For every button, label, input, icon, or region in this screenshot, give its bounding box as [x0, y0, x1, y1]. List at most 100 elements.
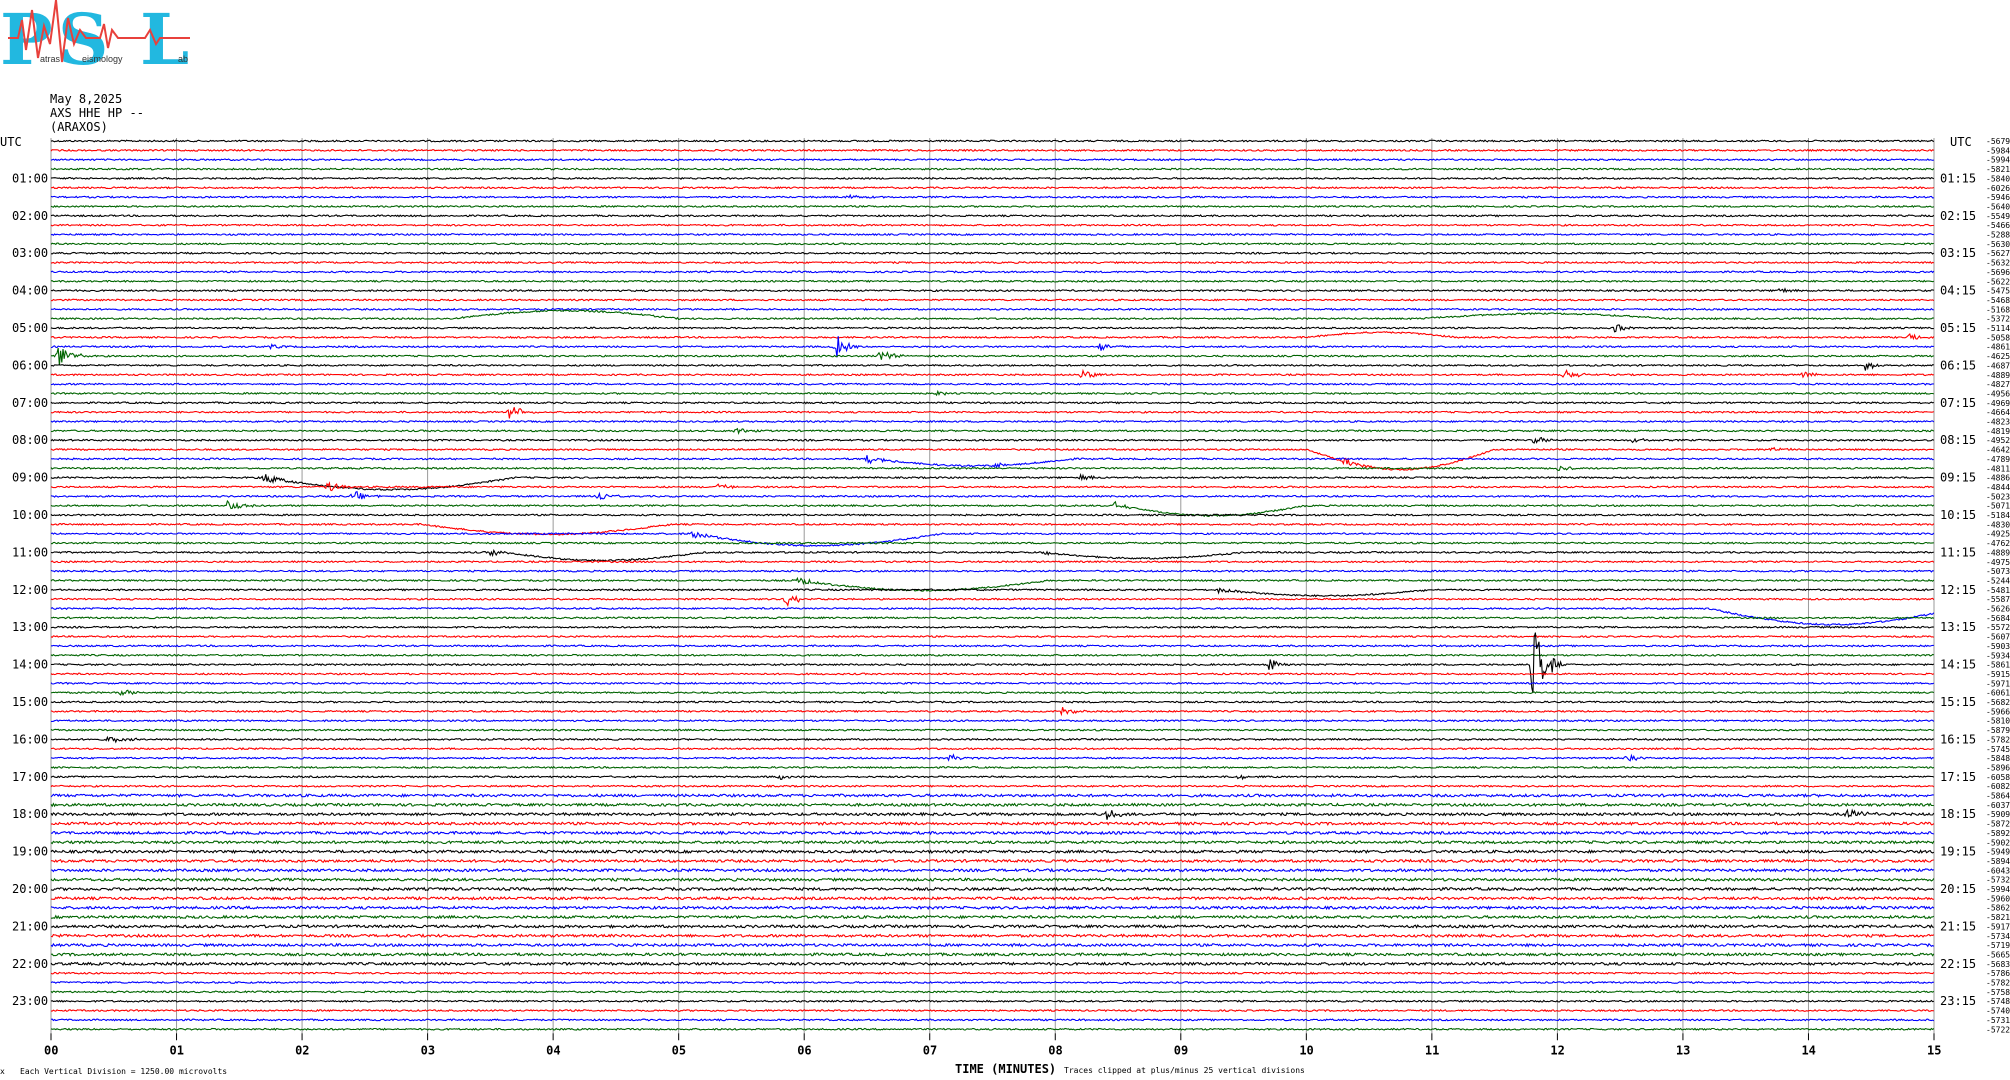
offset-label: -5994: [1986, 156, 2010, 165]
trace-62: [50, 719, 1935, 723]
trace-0: [50, 139, 1935, 143]
right-hour-label: 07:15: [1940, 396, 1976, 410]
offset-label: -5168: [1986, 305, 2010, 314]
trace-35: [50, 465, 1935, 471]
trace-83: [51, 914, 1935, 920]
offset-label: -5372: [1986, 315, 2010, 324]
right-utc-title: UTC: [1950, 135, 1972, 149]
logo-wave-icon: [8, 0, 190, 63]
left-hour-label: 18:00: [12, 807, 48, 821]
offset-label: -6061: [1986, 689, 2010, 698]
left-hour-label: 05:00: [12, 321, 48, 335]
trace-38: [50, 490, 1935, 501]
trace-plot: 01:00 02:00 03:00 04:00 05:00 06:00 07:00 08:00…: [12, 137, 2010, 1057]
trace-92: [50, 999, 1934, 1003]
offset-label: -4844: [1986, 483, 2010, 492]
trace-64: [50, 735, 1934, 744]
offset-label: -5915: [1986, 670, 2010, 679]
offset-label: -5734: [1986, 932, 2010, 941]
logo-letter-s: S: [58, 0, 109, 81]
offset-label: -5683: [1986, 960, 2010, 969]
right-hour-label: 19:15: [1940, 845, 1976, 859]
trace-21: [50, 330, 1935, 341]
trace-40: [50, 513, 1934, 517]
trace-65: [50, 747, 1934, 751]
right-hour-label: 22:15: [1940, 957, 1976, 971]
offset-label: -5971: [1986, 679, 2010, 688]
logo-word-ab: ab: [178, 54, 188, 64]
left-hour-label: 04:00: [12, 284, 48, 298]
offset-label: -4861: [1986, 343, 2010, 352]
right-hour-label: 14:15: [1940, 658, 1976, 672]
offset-label: -5665: [1986, 950, 2010, 959]
scale-note: Each Vertical Division = 1250.00 microvo…: [20, 1067, 227, 1076]
trace-51: [50, 616, 1935, 620]
offset-label: -4952: [1986, 436, 2010, 445]
trace-82: [50, 905, 1935, 911]
offset-label: -4823: [1986, 418, 2010, 427]
offset-label: -5587: [1986, 595, 2010, 604]
trace-84: [50, 923, 1934, 929]
trace-18: [50, 307, 1934, 311]
trace-31: [50, 427, 1935, 435]
trace-20: [50, 324, 1934, 333]
offset-label: -4664: [1986, 408, 2010, 417]
x-tick-label: 12: [1550, 1043, 1564, 1057]
trace-72: [50, 808, 1935, 820]
trace-69: [50, 784, 1935, 788]
trace-5: [50, 186, 1934, 190]
offset-label: -5732: [1986, 876, 2010, 885]
logo-letter-p: P: [0, 0, 53, 81]
x-tick-label: 09: [1174, 1043, 1188, 1057]
trace-85: [50, 933, 1935, 939]
trace-9: [50, 223, 1934, 227]
offset-label: -5872: [1986, 820, 2010, 829]
offset-label: -5861: [1986, 661, 2010, 670]
offset-label: -5934: [1986, 651, 2010, 660]
offset-label: -5821: [1986, 913, 2010, 922]
left-hour-label: 11:00: [12, 545, 48, 559]
left-hour-label: 01:00: [12, 171, 48, 185]
trace-81: [50, 895, 1934, 901]
offset-label: -4762: [1986, 539, 2010, 548]
header-date: May 8,2025: [50, 92, 122, 106]
trace-2: [50, 158, 1934, 162]
left-hour-label: 15:00: [12, 695, 48, 709]
x-tick-labels: 00 01 02 03 04 05 06 07 08 09 10 11 12 13 14 15: [44, 1033, 1941, 1057]
left-hour-label: 17:00: [12, 770, 48, 784]
offset-label: -5288: [1986, 231, 2010, 240]
offset-label: -5946: [1986, 193, 2010, 202]
offset-label: -5682: [1986, 698, 2010, 707]
trace-42: [50, 531, 1935, 548]
right-hour-label: 15:15: [1940, 695, 1976, 709]
trace-90: [50, 980, 1934, 985]
psl-logo: P S L atras eismology ab: [0, 0, 190, 81]
x-tick-label: 15: [1927, 1043, 1941, 1057]
trace-14: [50, 270, 1935, 274]
offset-label: -5622: [1986, 277, 2010, 286]
trace-30: [50, 419, 1935, 424]
offset-label: -6037: [1986, 801, 2010, 810]
offset-label: -5960: [1986, 894, 2010, 903]
offset-label: -5862: [1986, 904, 2010, 913]
x-tick-label: 02: [295, 1043, 309, 1057]
left-hour-label: 06:00: [12, 358, 48, 372]
offset-label: -5966: [1986, 707, 2010, 716]
offset-label: -4811: [1986, 464, 2010, 473]
offset-label: -4830: [1986, 520, 2010, 529]
offset-label: -4969: [1986, 399, 2010, 408]
trace-13: [50, 260, 1935, 265]
offset-label: -5607: [1986, 633, 2010, 642]
offset-label: -5719: [1986, 941, 2010, 950]
left-hour-label: 10:00: [12, 508, 48, 522]
offset-label: -5984: [1986, 146, 2010, 155]
trace-53: [50, 634, 1935, 639]
right-hour-label: 16:15: [1940, 732, 1976, 746]
offset-label: -5468: [1986, 296, 2010, 305]
right-hour-labels: 01:15 02:15 03:15 04:15 05:15 06:15 07:15 08:15…: [1940, 171, 1976, 1008]
trace-4: [50, 176, 1935, 181]
trace-47: [50, 576, 1935, 592]
left-hour-label: 13:00: [12, 620, 48, 634]
trace-1: [50, 148, 1935, 152]
left-hour-label: 09:00: [12, 471, 48, 485]
